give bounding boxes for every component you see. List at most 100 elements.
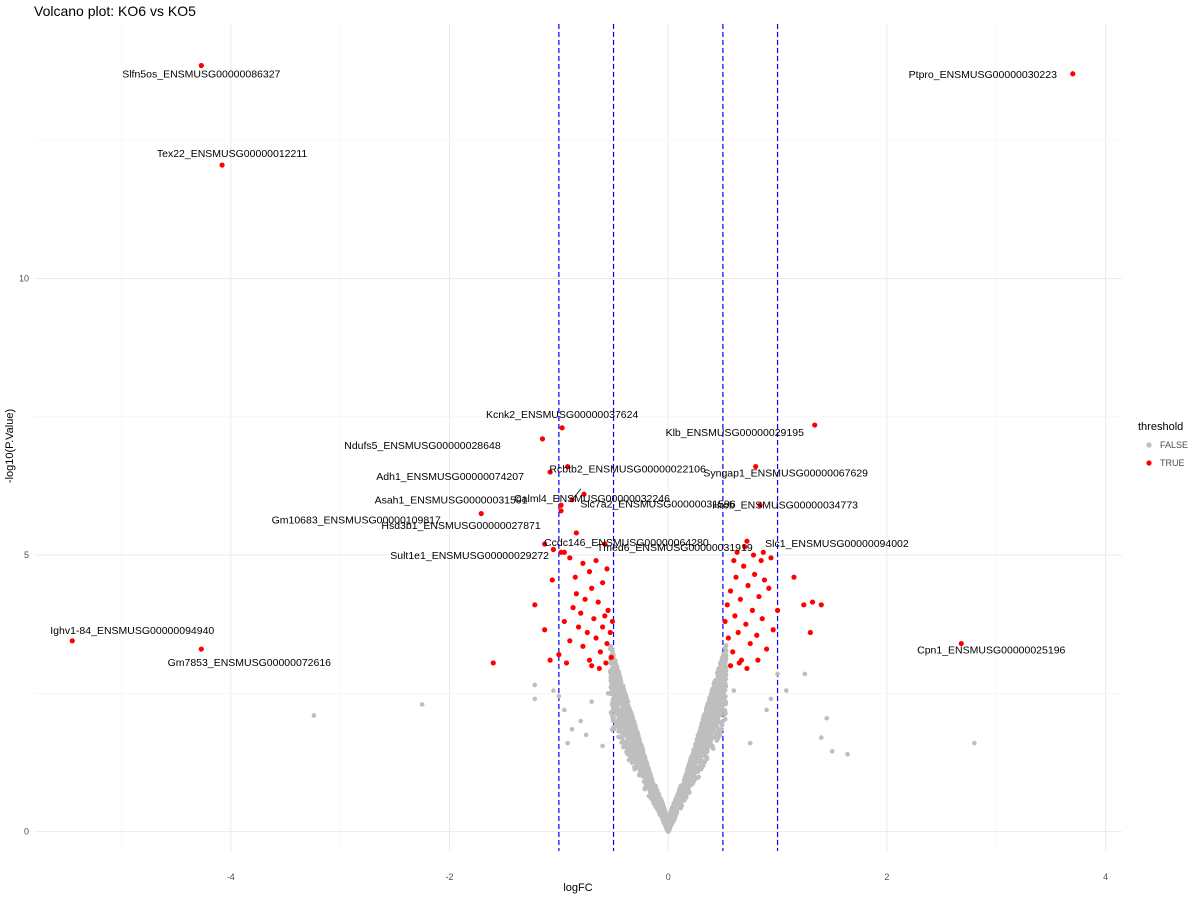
- significant-point: [755, 657, 761, 663]
- point: [712, 695, 717, 701]
- point: [611, 725, 616, 730]
- significant-point: [750, 552, 757, 558]
- significant-point: [724, 602, 730, 608]
- labeled-point: [753, 463, 759, 470]
- point: [630, 744, 636, 750]
- significant-point: [730, 649, 736, 655]
- gene-label: Slc1_ENSMUSG00000094002: [765, 538, 909, 550]
- significant-point: [567, 555, 573, 561]
- significant-point: [589, 585, 595, 591]
- point: [720, 718, 726, 724]
- significant-point: [549, 577, 555, 583]
- significant-point: [547, 657, 553, 663]
- point: [630, 723, 636, 729]
- significant-point: [736, 660, 742, 666]
- point: [623, 723, 628, 728]
- significant-point: [737, 596, 743, 602]
- gene-label: Hrob_ENSMUSG00000034773: [712, 499, 858, 511]
- point: [701, 738, 706, 744]
- gene-label: Asah1_ENSMUSG00000031591: [375, 494, 528, 506]
- point: [722, 711, 728, 717]
- point: [802, 671, 808, 677]
- gene-label: Gm10683_ENSMUSG00000109817: [272, 515, 441, 527]
- point: [637, 753, 642, 759]
- point: [635, 731, 641, 736]
- x-tick-label: 4: [1103, 872, 1108, 882]
- point: [611, 707, 616, 712]
- point: [702, 753, 708, 759]
- labeled-point: [198, 62, 204, 69]
- significant-point: [809, 599, 816, 605]
- labeled-point: [581, 491, 587, 497]
- y-axis-ticks: 0 5 10: [19, 273, 29, 836]
- gene-label: Kcnk2_ENSMUSG00000037624: [486, 409, 639, 421]
- significant-point: [741, 563, 747, 569]
- gene-labels: Slfn5os_ENSMUSG00000086327 Ptpro_ENSMUSG0…: [50, 68, 1065, 669]
- point: [614, 706, 620, 711]
- point: [775, 671, 780, 677]
- significant-point: [573, 591, 579, 597]
- point: [624, 743, 629, 749]
- nonsignificant-points: [311, 643, 977, 834]
- legend-title: threshold: [1138, 421, 1183, 433]
- significant-point: [580, 560, 586, 566]
- point: [620, 690, 626, 695]
- point: [693, 758, 699, 764]
- labeled-point: [219, 162, 225, 168]
- significant-point: [578, 610, 584, 616]
- significant-point: [607, 629, 613, 636]
- significant-point: [550, 546, 556, 553]
- significant-point: [722, 618, 728, 625]
- point: [670, 812, 676, 817]
- point: [616, 679, 622, 684]
- significant-point: [604, 640, 610, 647]
- significant-point: [758, 557, 764, 564]
- significant-point: [596, 665, 602, 672]
- point: [633, 749, 638, 754]
- significant-point: [727, 588, 734, 594]
- gene-label: Tmed6_ENSMUSG00000031919: [597, 542, 753, 554]
- labeled-point: [539, 436, 546, 442]
- point: [818, 735, 824, 740]
- gene-label: Ighv1-84_ENSMUSG00000094940: [50, 625, 214, 637]
- point: [620, 706, 625, 711]
- point: [716, 713, 721, 718]
- point: [723, 648, 729, 653]
- point: [632, 731, 637, 736]
- point: [713, 688, 719, 693]
- point: [611, 714, 616, 720]
- significant-point: [600, 624, 606, 630]
- point: [824, 715, 830, 721]
- point: [623, 697, 629, 703]
- point: [685, 766, 690, 772]
- point: [845, 751, 850, 757]
- significant-point: [558, 549, 564, 555]
- point: [589, 699, 594, 704]
- point: [714, 724, 720, 730]
- gene-label: Rcbtb2_ENSMUSG00000022106: [549, 464, 706, 476]
- significant-point: [580, 643, 586, 649]
- point: [634, 763, 640, 769]
- point: [723, 672, 729, 677]
- legend-true-label: TRUE: [1160, 458, 1185, 468]
- point: [610, 686, 616, 691]
- point: [678, 783, 684, 789]
- point: [635, 741, 641, 747]
- significant-point: [774, 607, 781, 613]
- point: [658, 804, 663, 809]
- point: [686, 770, 692, 776]
- point: [562, 707, 567, 713]
- labeled-point: [565, 463, 571, 470]
- point: [653, 794, 658, 800]
- point: [635, 758, 641, 763]
- significant-point: [734, 549, 740, 555]
- gene-label: Gm7853_ENSMUSG00000072616: [168, 657, 332, 669]
- significant-point: [751, 571, 758, 578]
- point: [551, 688, 556, 693]
- point: [696, 774, 702, 780]
- point: [716, 693, 722, 698]
- point: [708, 731, 713, 736]
- point: [648, 777, 654, 782]
- point: [639, 768, 644, 773]
